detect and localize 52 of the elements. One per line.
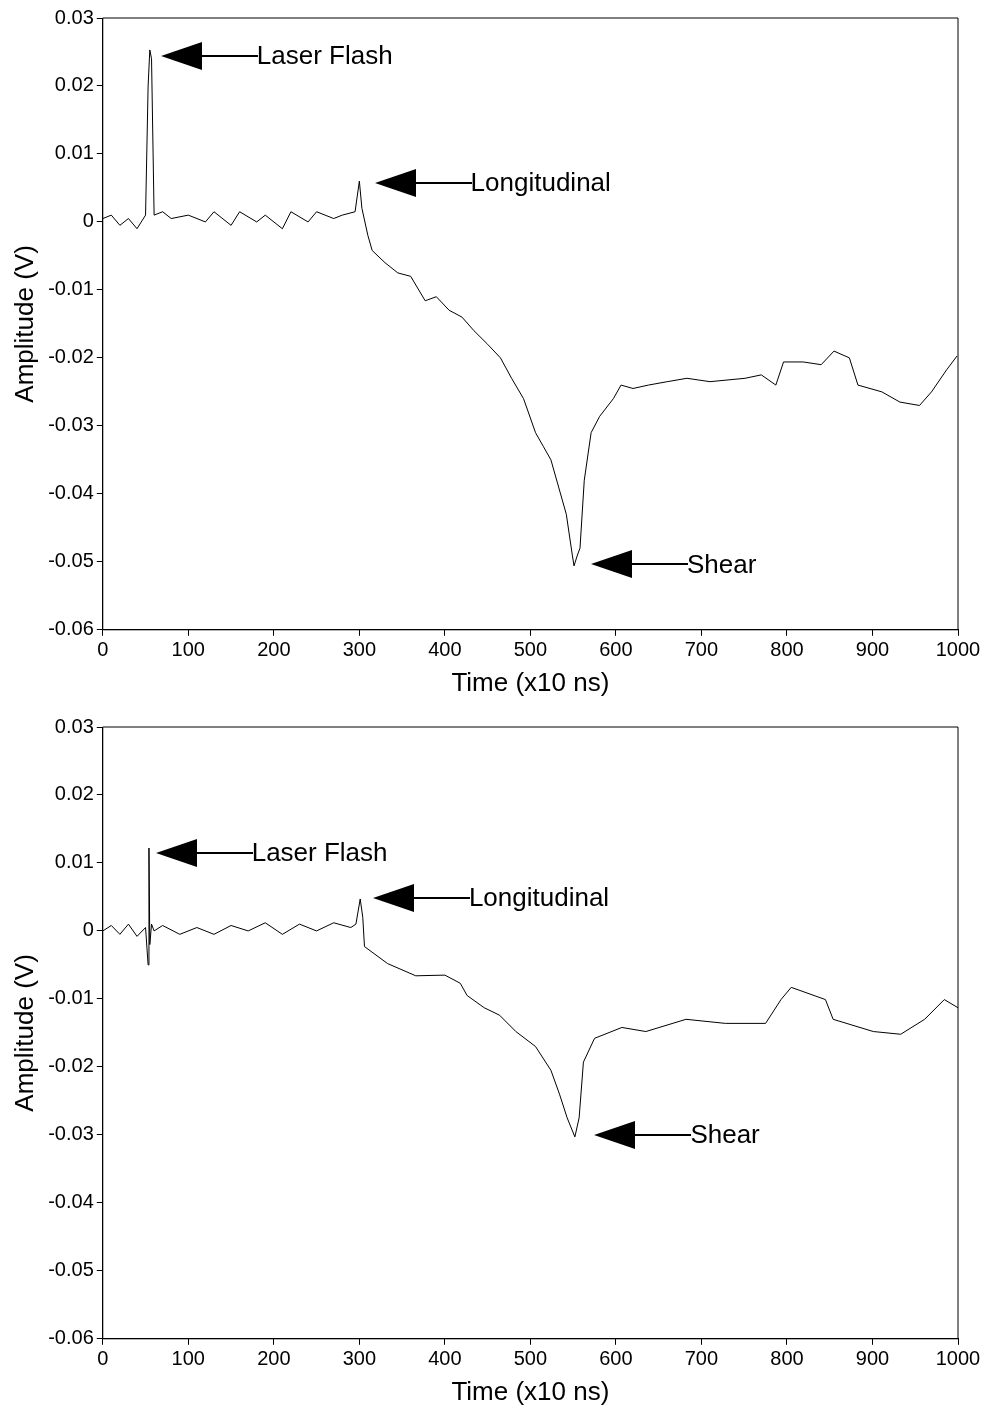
- x-tick-label: 800: [770, 1347, 804, 1370]
- y-tick-label: 0: [82, 209, 94, 232]
- x-tick-label: 700: [684, 638, 719, 661]
- x-tick-label: 800: [770, 638, 804, 661]
- y-tick-label: -0.01: [48, 277, 94, 300]
- x-tick-label: 500: [513, 1347, 548, 1370]
- x-tick-label: 500: [513, 638, 548, 661]
- x-tick-label: 100: [171, 1347, 205, 1370]
- x-tick-label: 200: [257, 638, 291, 661]
- annotation: Laser Flash: [256, 40, 393, 71]
- annotation: Shear: [686, 548, 757, 579]
- y-axis-title: Amplitude (V): [8, 245, 39, 403]
- y-tick-label: 0.02: [54, 782, 94, 805]
- y-tick-label: 0.02: [54, 73, 94, 96]
- annotation: Laser Flash: [251, 837, 388, 868]
- x-tick-label: 300: [342, 638, 377, 661]
- x-tick-label: 600: [599, 638, 633, 661]
- y-tick-label: 0.01: [54, 850, 94, 873]
- y-tick-label: 0.03: [54, 5, 94, 28]
- y-axis-title: Amplitude (V): [8, 954, 39, 1112]
- x-tick-label: 0: [97, 1347, 109, 1370]
- y-tick-label: 0.03: [54, 714, 94, 737]
- x-tick-label: 400: [428, 1347, 462, 1370]
- y-tick-label: -0.06: [48, 617, 94, 640]
- x-tick-label: 1000: [935, 638, 981, 661]
- y-tick-label: -0.04: [48, 481, 94, 504]
- x-tick-label: 100: [171, 638, 205, 661]
- x-tick-label: 700: [684, 1347, 719, 1370]
- x-tick-label: 900: [855, 638, 890, 661]
- annotation: Shear: [690, 1119, 761, 1150]
- y-tick-label: -0.04: [48, 1190, 94, 1213]
- y-tick-label: 0: [82, 918, 94, 941]
- x-tick-label: 200: [257, 1347, 291, 1370]
- x-tick-label: 1000: [935, 1347, 981, 1370]
- y-tick-label: -0.03: [48, 1122, 94, 1145]
- y-tick-label: -0.05: [48, 549, 94, 572]
- y-tick-label: -0.01: [48, 986, 94, 1009]
- y-tick-label: -0.05: [48, 1258, 94, 1281]
- x-tick-label: 300: [342, 1347, 377, 1370]
- annotation: Longitudinal: [470, 166, 611, 197]
- y-tick-label: -0.02: [48, 345, 94, 368]
- x-tick-label: 400: [428, 638, 462, 661]
- y-tick-label: 0.01: [54, 141, 94, 164]
- x-tick-label: 600: [599, 1347, 633, 1370]
- x-axis-title: Time (x10 ns): [451, 666, 610, 697]
- x-axis-title: Time (x10 ns): [451, 1375, 610, 1406]
- y-tick-label: -0.02: [48, 1054, 94, 1077]
- x-tick-label: 0: [97, 638, 109, 661]
- annotation: Longitudinal: [468, 882, 610, 913]
- x-tick-label: 900: [855, 1347, 890, 1370]
- y-tick-label: -0.03: [48, 413, 94, 436]
- y-tick-label: -0.06: [48, 1326, 94, 1349]
